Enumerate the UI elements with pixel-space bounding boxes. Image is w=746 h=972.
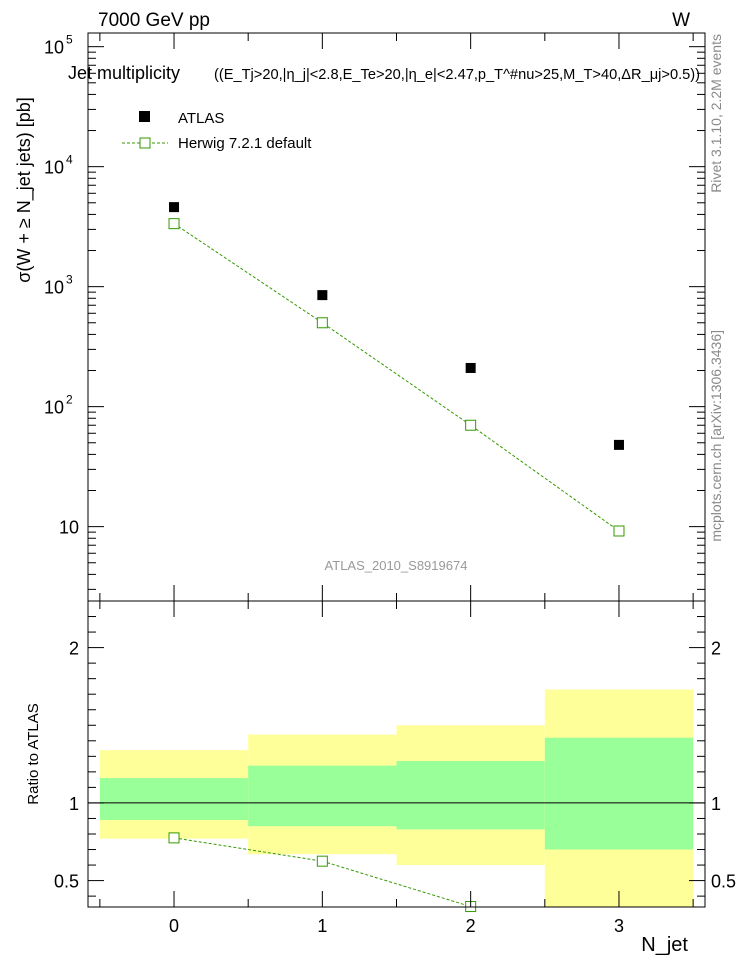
atlas-point xyxy=(169,202,180,213)
main-series xyxy=(168,202,625,537)
analysis-watermark: ATLAS_2010_S8919674 xyxy=(325,558,468,573)
x-tick-label: 0 xyxy=(169,916,179,936)
x-tick-label: 2 xyxy=(466,916,476,936)
rivet-label: Rivet 3.1.10, 2.2M events xyxy=(708,34,724,193)
main-y-tick-exponent: 2 xyxy=(66,393,73,407)
main-y-tick-exponent: 4 xyxy=(66,153,73,167)
x-tick-label: 3 xyxy=(614,916,624,936)
main-y-tick-label: 10 xyxy=(44,158,64,178)
cuts-label: ((E_Tj>20,|η_j|<2.8,E_Te>20,|η_e|<2.47,p… xyxy=(214,66,700,83)
ratio-stat-band xyxy=(396,760,545,830)
ratio-herwig-point xyxy=(168,832,180,844)
main-y-tick-exponent: 5 xyxy=(66,33,73,47)
ratio-axis-ticks: 0.5 0.5 1 1 2 2 xyxy=(54,616,736,897)
main-y-tick-exponent: 3 xyxy=(66,273,73,287)
main-y-tick-label: 10 xyxy=(59,518,79,538)
header-energy: 7000 GeV pp xyxy=(98,10,210,31)
ratio-stat-band xyxy=(248,765,397,827)
main-y-tick-label: 10 xyxy=(44,278,64,298)
ratio-y-tick-label-left: 0.5 xyxy=(54,872,79,892)
ratio-y-tick-label-right: 0.5 xyxy=(711,872,736,892)
header-process: W xyxy=(672,10,690,31)
x-axis-label: N_jet xyxy=(641,934,688,956)
atlas-point xyxy=(465,362,476,373)
ratio-bands xyxy=(99,689,694,907)
ratio-stat-band xyxy=(544,737,694,850)
legend-atlas-marker xyxy=(139,111,150,122)
legend-atlas-label: ATLAS xyxy=(178,110,224,127)
x-tick-label: 1 xyxy=(317,916,327,936)
herwig-point xyxy=(613,525,625,537)
legend-herwig-label: Herwig 7.2.1 default xyxy=(178,135,312,152)
herwig-point xyxy=(168,218,180,230)
main-y-tick-label: 10 xyxy=(44,398,64,418)
ratio-herwig-line xyxy=(173,837,478,907)
ratio-y-tick-label-right: 1 xyxy=(711,794,721,814)
ratio-stat-band xyxy=(99,778,249,821)
herwig-point xyxy=(465,419,477,431)
ratio-y-tick-label-left: 2 xyxy=(69,639,79,659)
atlas-point xyxy=(613,439,624,450)
ratio-y-tick-label-left: 1 xyxy=(69,794,79,814)
atlas-point xyxy=(317,290,328,301)
main-y-tick-label: 10 xyxy=(44,38,64,58)
ratio-y-axis-label: Ratio to ATLAS xyxy=(25,703,42,804)
herwig-point xyxy=(316,317,328,329)
ratio-y-tick-label-right: 2 xyxy=(711,639,721,659)
main-y-axis-label: σ(W + ≥ N_jet jets) [pb] xyxy=(14,97,35,283)
ratio-herwig-point xyxy=(316,855,328,867)
herwig-line xyxy=(173,223,620,532)
mcplots-label: mcplots.cern.ch [arXiv:1306.3436] xyxy=(708,330,724,542)
legend-herwig-marker xyxy=(139,137,151,149)
plot-title: Jet multiplicity xyxy=(68,63,180,83)
